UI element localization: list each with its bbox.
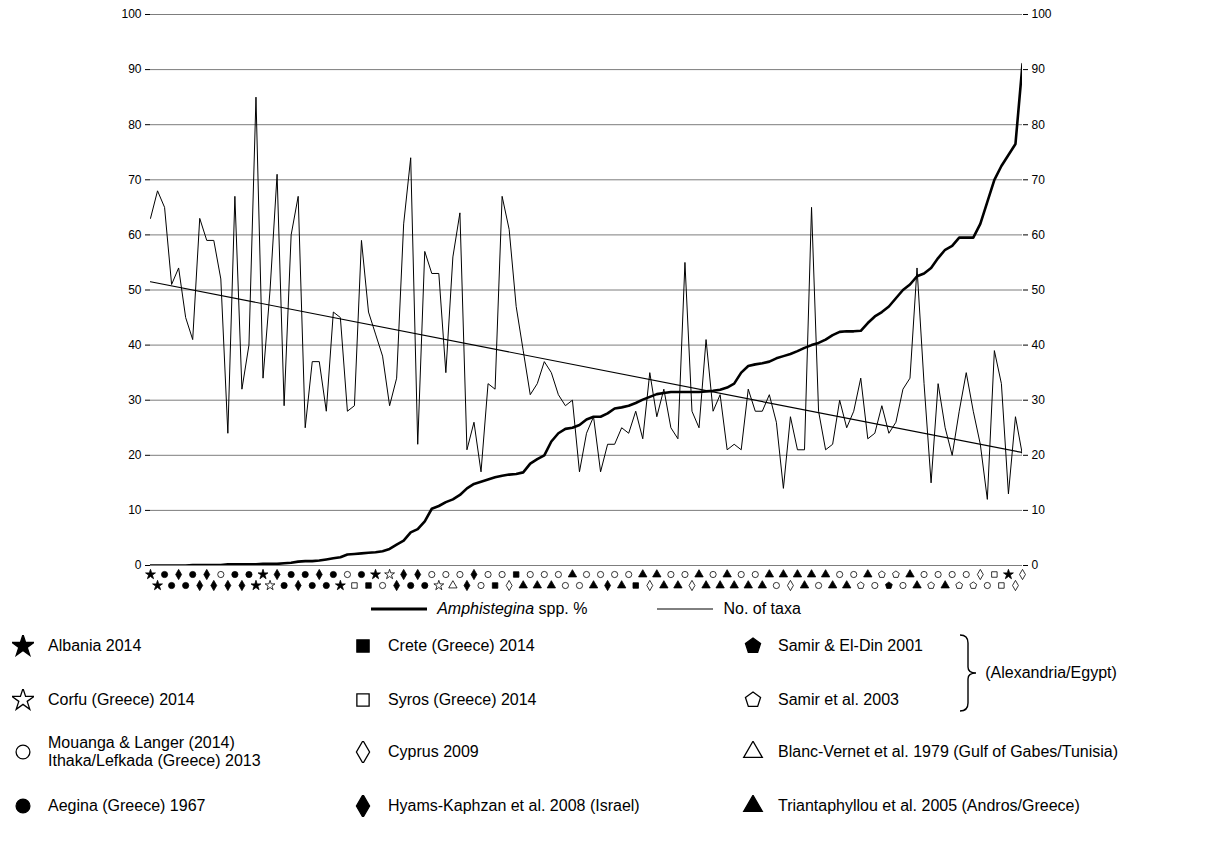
svg-text:0: 0 (135, 558, 142, 572)
svg-text:60: 60 (1032, 228, 1046, 242)
html-text:Crete (Greece) 2014: Crete (Greece) 2014 (388, 636, 535, 654)
svg-text:50: 50 (128, 283, 142, 297)
html-text:Aegina (Greece) 1967: Aegina (Greece) 1967 (48, 796, 206, 814)
html-text:(Alexandria/Egypt): (Alexandria/Egypt) (985, 664, 1117, 681)
svg-text:50: 50 (1032, 283, 1046, 297)
svg-text:40: 40 (128, 338, 142, 352)
html-text:Corfu (Greece) 2014: Corfu (Greece) 2014 (48, 690, 195, 708)
svg-text:30: 30 (128, 393, 142, 407)
html-text:No. of taxa: No. of taxa (723, 600, 801, 617)
html-text:Amphistegina spp. %: Amphistegina spp. % (437, 600, 588, 617)
html-text:Albania 2014: Albania 2014 (48, 636, 142, 654)
html-text:Triantaphyllou et al. 2005 (An: Triantaphyllou et al. 2005 (Andros/Greec… (778, 796, 1080, 814)
html-text:Syros (Greece) 2014: Syros (Greece) 2014 (388, 690, 537, 708)
svg-text:90: 90 (1032, 62, 1046, 76)
svg-text:70: 70 (1032, 173, 1046, 187)
svg-text:100: 100 (121, 7, 141, 21)
html-text:Samir et al. 2003: Samir et al. 2003 (778, 690, 899, 708)
svg-text:60: 60 (128, 228, 142, 242)
svg-text:90: 90 (128, 62, 142, 76)
svg-text:100: 100 (1032, 7, 1052, 21)
svg-text:80: 80 (1032, 118, 1046, 132)
svg-text:40: 40 (1032, 338, 1046, 352)
html-text:Cyprus 2009: Cyprus 2009 (388, 742, 479, 760)
svg-text:20: 20 (128, 448, 142, 462)
html-text:Hyams-Kaphzan et al. 2008 (Isr: Hyams-Kaphzan et al. 2008 (Israel) (388, 796, 640, 814)
html-text:Blanc-Vernet et al. 1979 (Gulf: Blanc-Vernet et al. 1979 (Gulf of Gabes/… (778, 742, 1118, 760)
svg-text:10: 10 (1032, 503, 1046, 517)
html-text:Mouanga & Langer (2014) Ithaka: Mouanga & Langer (2014) Ithaka/Lefkada (… (48, 733, 261, 769)
svg-text:10: 10 (128, 503, 142, 517)
html-text:Samir & El-Din 2001: Samir & El-Din 2001 (778, 636, 923, 654)
svg-text:70: 70 (128, 173, 142, 187)
svg-text:0: 0 (1032, 558, 1039, 572)
svg-text:20: 20 (1032, 448, 1046, 462)
svg-text:80: 80 (128, 118, 142, 132)
svg-text:30: 30 (1032, 393, 1046, 407)
